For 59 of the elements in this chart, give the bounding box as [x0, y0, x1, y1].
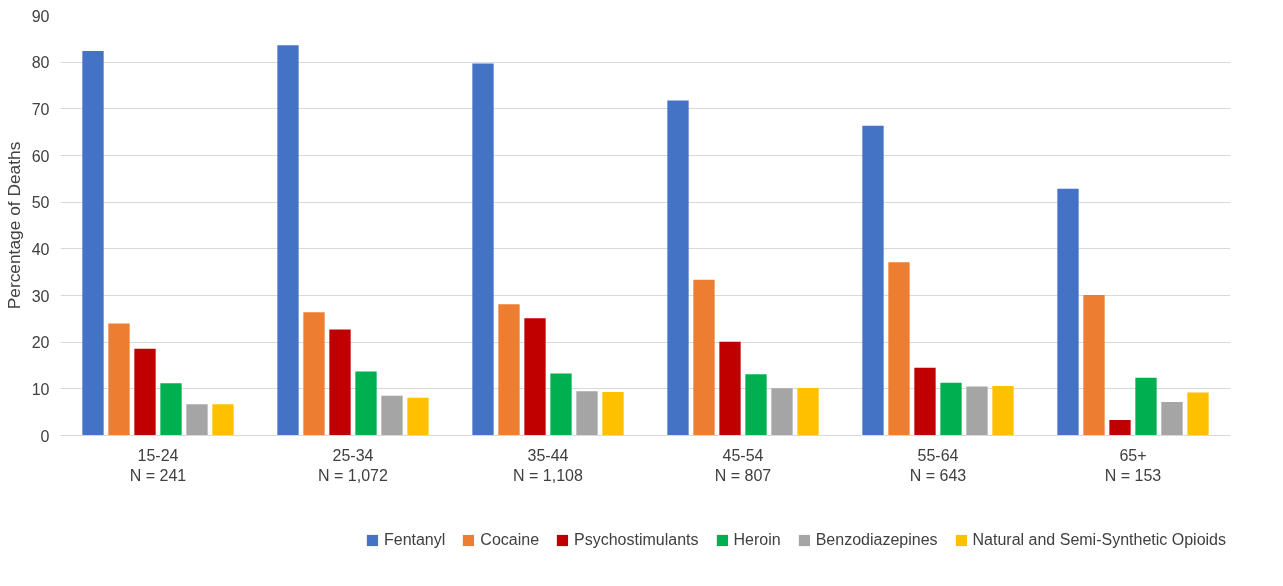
legend-label: Cocaine [480, 531, 540, 549]
x-tick-label: 35-44 N = 1,108 [513, 446, 584, 484]
bar [329, 329, 351, 436]
bar [797, 387, 819, 436]
bar [1135, 377, 1157, 436]
bar [82, 50, 104, 436]
bar [1109, 420, 1131, 436]
bar [355, 371, 377, 436]
bar [108, 323, 130, 436]
y-tick-label: 80 [31, 54, 50, 72]
bar [914, 367, 936, 436]
x-tick-label: 25-34 N = 1,072 [318, 446, 389, 484]
bar [212, 404, 234, 436]
bar [303, 312, 325, 436]
bar [888, 262, 910, 436]
x-tick-label: 15-24 N = 241 [129, 446, 187, 484]
bar [1187, 392, 1209, 436]
bar [134, 348, 156, 436]
bar [524, 318, 546, 436]
bar [966, 386, 988, 436]
bar [602, 392, 624, 436]
legend-label: Heroin [733, 531, 781, 549]
bar [745, 374, 767, 436]
bar [771, 388, 793, 436]
legend-label: Psychostimulants [574, 531, 699, 549]
bar [498, 304, 520, 436]
x-tick-label: 45-54 N = 807 [714, 446, 772, 484]
y-tick-label: 90 [31, 7, 50, 25]
bar [186, 404, 208, 436]
bar [1083, 295, 1105, 436]
bar [160, 383, 182, 436]
legend-label: Natural and Semi-Synthetic Opioids [972, 531, 1226, 549]
bar [862, 125, 884, 436]
bar [992, 386, 1014, 436]
bar [940, 382, 962, 436]
y-tick-label: 20 [31, 334, 50, 352]
bar [693, 279, 715, 436]
bar [576, 391, 598, 436]
x-tick-label: 65+ N = 153 [1104, 446, 1162, 484]
bar [550, 373, 572, 436]
legend-label: Fentanyl [383, 531, 446, 549]
legend-label: Benzodiazepines [815, 531, 938, 549]
bar [1161, 401, 1183, 436]
y-tick-label: 40 [31, 240, 50, 258]
y-axis-title: Percentage of Deaths [3, 141, 24, 310]
y-tick-label: 10 [31, 380, 50, 398]
bar [277, 45, 299, 436]
y-tick-label: 70 [31, 100, 50, 118]
bar [1057, 188, 1079, 436]
y-tick-label: 50 [31, 194, 50, 212]
bar [381, 395, 403, 436]
bar [407, 397, 429, 436]
x-tick-label: 55-64 N = 643 [909, 446, 967, 484]
bar [472, 63, 494, 436]
y-tick-label: 30 [31, 287, 50, 305]
y-tick-label: 60 [31, 147, 50, 165]
y-tick-label: 0 [40, 427, 50, 445]
bar [667, 100, 689, 436]
bar [719, 341, 741, 436]
